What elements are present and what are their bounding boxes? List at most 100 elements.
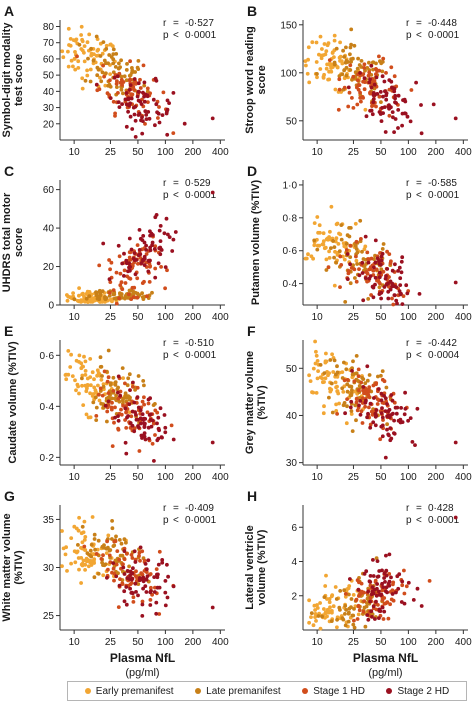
x-tick-label: 25: [105, 637, 117, 648]
stat-p-value: 0·0001: [185, 515, 217, 526]
point-stage2: [147, 436, 151, 441]
point-early: [79, 24, 84, 29]
point-stage1: [362, 590, 366, 595]
point-early: [315, 75, 319, 80]
x-tick-label: 100: [157, 147, 174, 158]
point-stage2: [383, 580, 387, 584]
point-stage2: [362, 76, 367, 81]
point-stage1: [153, 408, 158, 413]
point-early: [77, 286, 81, 290]
point-stage1: [381, 269, 386, 274]
point-stage1: [165, 268, 169, 273]
point-stage2: [394, 590, 398, 595]
point-stage2: [108, 96, 113, 100]
point-stage1: [342, 378, 347, 383]
point-stage2: [419, 103, 423, 107]
point-early: [64, 377, 69, 382]
point-stage1: [372, 79, 376, 84]
point-early: [321, 231, 326, 236]
point-stage2: [364, 398, 368, 403]
point-stage2: [162, 231, 167, 236]
point-stage2: [133, 135, 138, 139]
point-stage1: [110, 400, 114, 405]
point-late: [76, 543, 80, 547]
point-stage2: [365, 364, 370, 369]
point-late: [367, 373, 372, 377]
point-early: [88, 391, 92, 396]
point-stage2: [210, 190, 215, 195]
point-stage1: [368, 267, 373, 271]
point-stage1: [356, 374, 361, 379]
point-late: [345, 389, 350, 394]
point-stage2: [163, 579, 168, 583]
legend-label: Stage 1 HD: [313, 685, 365, 697]
point-late: [92, 575, 97, 580]
point-stage2: [171, 91, 176, 95]
panel-h: H 2 4 6 10 25 50 100 200 400 Lateral ventriclevolu…: [244, 488, 472, 679]
point-early: [101, 573, 106, 578]
point-late: [332, 60, 337, 65]
point-stage1: [127, 78, 132, 83]
point-late: [385, 422, 389, 427]
point-stage2: [136, 593, 140, 598]
point-late: [91, 400, 96, 405]
point-early: [79, 298, 83, 302]
point-late: [341, 617, 346, 622]
panel-letter: H: [247, 488, 257, 504]
point-stage1: [102, 74, 106, 79]
point-early: [68, 295, 72, 300]
point-stage2: [136, 405, 141, 410]
point-early: [73, 560, 78, 565]
point-stage2: [380, 74, 385, 79]
point-early: [320, 47, 324, 51]
panel-letter: A: [4, 3, 14, 19]
y-axis-label-text: Caudate volume (%TIV): [7, 341, 19, 464]
point-stage1: [116, 427, 121, 432]
point-stage1: [366, 392, 371, 397]
point-stage2: [120, 102, 124, 106]
point-early: [312, 243, 317, 248]
legend-label: Early premanifest: [95, 685, 174, 697]
point-stage2: [154, 611, 159, 616]
point-stage1: [105, 91, 110, 96]
point-stage2: [163, 265, 168, 269]
point-stage1: [99, 557, 104, 561]
point-late: [117, 61, 121, 66]
point-early: [89, 299, 93, 303]
point-stage2: [391, 411, 395, 416]
point-stage2: [140, 131, 145, 136]
x-tick-label: 10: [69, 472, 81, 483]
point-stage1: [354, 598, 359, 603]
point-stage1: [138, 77, 142, 82]
point-stage2: [142, 99, 147, 104]
point-stage2: [400, 111, 405, 116]
point-stage1: [352, 379, 357, 384]
point-stage2: [398, 292, 403, 297]
point-stage2: [378, 90, 383, 94]
point-late: [115, 85, 119, 89]
point-late: [114, 393, 118, 398]
point-stage1: [384, 71, 388, 75]
point-stage2: [380, 605, 385, 610]
point-stage1: [113, 405, 117, 410]
point-late: [334, 46, 339, 51]
point-stage2: [396, 93, 401, 98]
point-stage1: [131, 384, 135, 389]
point-stage2: [373, 617, 377, 621]
point-late: [99, 79, 104, 84]
point-late: [380, 369, 385, 373]
point-stage1: [355, 85, 359, 90]
point-stage2: [155, 421, 159, 426]
point-stage1: [110, 444, 115, 448]
point-early: [74, 358, 79, 363]
point-early: [72, 524, 77, 529]
point-stage2: [122, 251, 126, 256]
point-late: [348, 226, 353, 230]
point-stage2: [375, 575, 380, 579]
point-early: [328, 605, 332, 610]
point-late: [100, 70, 105, 75]
point-early: [314, 391, 319, 395]
point-stage2: [127, 236, 132, 241]
point-stage2: [419, 604, 424, 608]
point-late: [376, 374, 380, 379]
